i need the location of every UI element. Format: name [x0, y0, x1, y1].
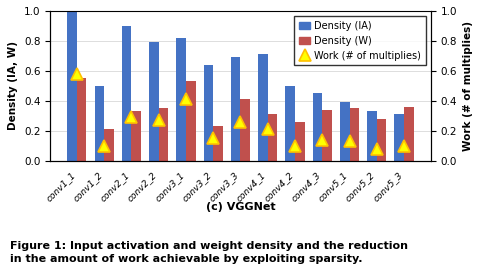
- Bar: [322, 110, 332, 161]
- Bar: [258, 55, 268, 161]
- Bar: [213, 126, 223, 161]
- Bar: [95, 86, 104, 161]
- Bar: [340, 102, 350, 161]
- Bar: [231, 57, 240, 161]
- Bar: [68, 11, 77, 161]
- Bar: [149, 42, 159, 161]
- Y-axis label: Work (# of multiplies): Work (# of multiplies): [462, 21, 472, 151]
- Bar: [286, 86, 295, 161]
- Legend: Density (IA), Density (W), Work (# of multiplies): Density (IA), Density (W), Work (# of mu…: [294, 16, 426, 65]
- Bar: [204, 65, 213, 161]
- Bar: [367, 111, 377, 161]
- Text: Figure 1: Input activation and weight density and the reduction
in the amount of: Figure 1: Input activation and weight de…: [10, 241, 408, 264]
- Text: (c) VGGNet: (c) VGGNet: [206, 202, 275, 212]
- Bar: [131, 111, 141, 161]
- Bar: [77, 78, 87, 161]
- Bar: [104, 129, 114, 161]
- Y-axis label: Density (IA, W): Density (IA, W): [9, 41, 19, 130]
- Bar: [313, 93, 322, 161]
- Bar: [240, 99, 250, 161]
- Bar: [122, 26, 131, 161]
- Bar: [350, 108, 359, 161]
- Bar: [295, 122, 305, 161]
- Bar: [377, 119, 386, 161]
- Bar: [404, 107, 413, 161]
- Bar: [176, 38, 186, 161]
- Bar: [268, 114, 277, 161]
- Bar: [394, 114, 404, 161]
- Bar: [159, 108, 168, 161]
- Bar: [186, 81, 195, 161]
